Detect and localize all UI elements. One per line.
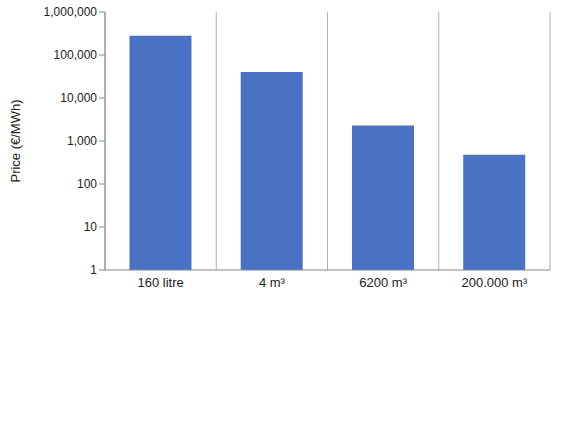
svg-text:100: 100 <box>77 177 97 191</box>
svg-text:200.000 m³: 200.000 m³ <box>461 275 527 290</box>
svg-text:100,000: 100,000 <box>54 48 98 62</box>
svg-text:1,000,000: 1,000,000 <box>44 5 98 19</box>
svg-text:6200 m³: 6200 m³ <box>359 275 407 290</box>
svg-text:10,000: 10,000 <box>60 91 97 105</box>
svg-text:10: 10 <box>84 220 98 234</box>
svg-text:Price (€/MWh): Price (€/MWh) <box>8 99 23 182</box>
svg-text:1: 1 <box>90 263 97 277</box>
svg-text:1,000: 1,000 <box>67 134 97 148</box>
svg-text:4 m³: 4 m³ <box>259 275 286 290</box>
svg-text:160 litre: 160 litre <box>138 275 184 290</box>
